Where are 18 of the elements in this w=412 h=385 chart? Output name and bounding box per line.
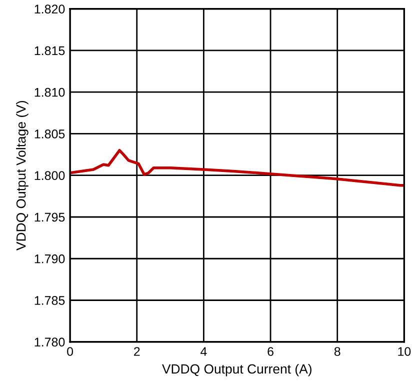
y-tick-label: 1.780 <box>34 338 65 347</box>
line-series <box>70 149 404 187</box>
x-tick-label: 4 <box>200 347 207 356</box>
x-tick-label: 10 <box>398 347 411 356</box>
x-axis-title: VDDQ Output Current (A) <box>162 364 312 376</box>
y-tick-label: 1.805 <box>34 130 65 138</box>
y-axis-title: VDDQ Output Voltage (V) <box>16 101 28 250</box>
x-tick-label: 8 <box>334 347 340 356</box>
y-tick-label: 1.790 <box>34 254 65 264</box>
x-tick-label: 0 <box>67 347 74 356</box>
y-tick-label: 1.810 <box>34 88 65 97</box>
y-tick-label: 1.785 <box>34 296 65 305</box>
y-tick-label: 1.795 <box>34 212 65 222</box>
x-tick-label: 2 <box>134 347 140 356</box>
y-tick-label: 1.815 <box>34 46 65 56</box>
y-tick-label: 1.800 <box>34 171 65 180</box>
y-tick-label: 1.820 <box>34 4 65 14</box>
x-tick-label: 6 <box>268 347 274 356</box>
